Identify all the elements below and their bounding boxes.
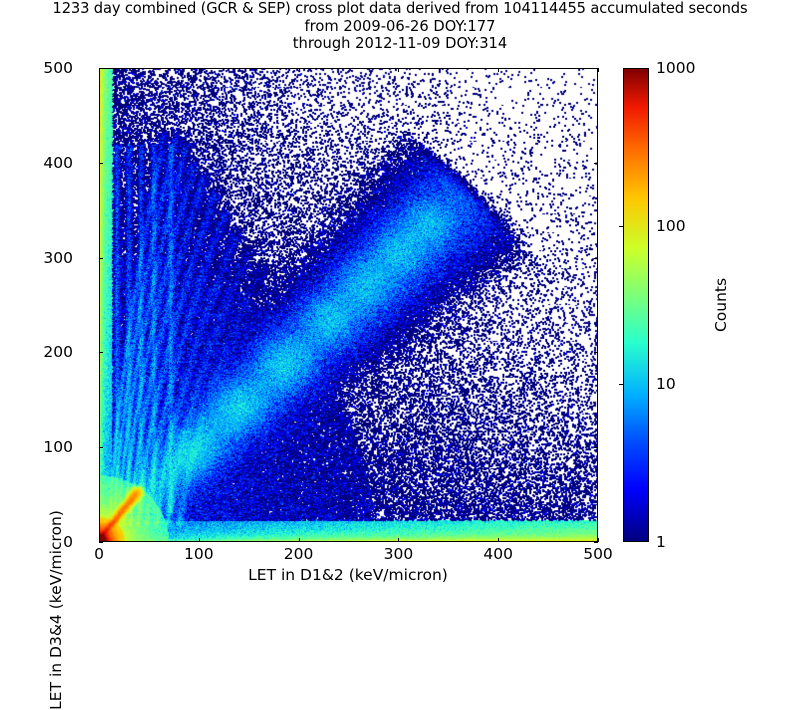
x-axis-label: LET in D1&2 (keV/micron)	[248, 566, 448, 584]
y-axis-label: LET in D3&4 (keV/micron)	[47, 510, 65, 710]
y-tick	[99, 68, 103, 69]
y-tick-label: 300	[43, 248, 73, 267]
y-tick-right	[594, 162, 598, 164]
colorbar-tick-label: 1	[656, 533, 666, 551]
x-tick-label: 0	[94, 545, 104, 563]
x-tick	[99, 538, 100, 542]
x-tick-label: 500	[583, 545, 613, 563]
x-tick-top	[198, 68, 200, 72]
x-tick-top	[598, 68, 599, 72]
plot-area	[99, 68, 598, 542]
x-tick-top	[398, 68, 400, 72]
colorbar-tick	[619, 226, 623, 227]
y-tick-right	[594, 68, 598, 69]
x-tick	[498, 538, 500, 542]
colorbar-tick-label: 100	[656, 217, 686, 235]
x-tick-label: 300	[383, 545, 414, 563]
title-line-3: through 2012-11-09 DOY:314	[292, 35, 508, 53]
y-tick	[99, 542, 103, 543]
y-tick-label: 100	[43, 438, 73, 457]
x-tick-label: 400	[483, 545, 513, 563]
colorbar-tick-label: 10	[656, 375, 676, 393]
colorbar	[623, 68, 649, 542]
y-tick-right	[594, 257, 598, 259]
y-tick	[99, 352, 103, 354]
x-tick	[598, 538, 599, 542]
x-tick-label: 100	[184, 545, 214, 563]
x-tick-top	[298, 68, 300, 72]
x-tick-label: 200	[283, 545, 314, 563]
title-line-1: 1233 day combined (GCR & SEP) cross plot…	[52, 0, 748, 17]
heatmap-canvas	[100, 69, 597, 541]
y-tick-right	[594, 542, 598, 543]
y-tick-label: 0	[63, 533, 73, 551]
chart-title: 1233 day combined (GCR & SEP) cross plot…	[0, 0, 800, 53]
y-tick-label: 500	[43, 59, 73, 77]
colorbar-tick-label: 1000	[656, 59, 696, 77]
x-tick-top	[498, 68, 500, 72]
colorbar-tick	[619, 384, 623, 385]
x-tick-top	[99, 68, 100, 72]
y-tick	[99, 447, 103, 449]
y-tick-label: 200	[43, 343, 73, 362]
y-tick	[99, 257, 103, 259]
title-line-2: from 2009-06-26 DOY:177	[304, 17, 496, 35]
x-tick	[298, 538, 300, 542]
y-tick-right	[594, 352, 598, 354]
y-tick-right	[594, 447, 598, 449]
y-tick-label: 400	[43, 153, 73, 172]
x-tick	[198, 538, 200, 542]
colorbar-label: Counts	[712, 277, 730, 333]
x-tick	[398, 538, 400, 542]
y-tick	[99, 162, 103, 164]
